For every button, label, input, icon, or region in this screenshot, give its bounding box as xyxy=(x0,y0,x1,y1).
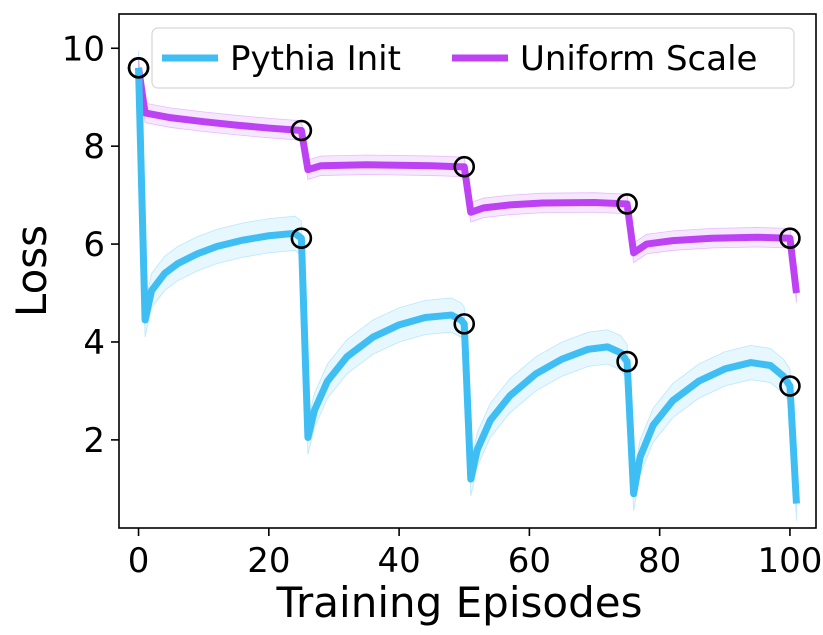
pythia-init-marker-2 xyxy=(453,313,476,335)
uniform-scale-marker-3 xyxy=(616,193,638,215)
y-tick-label: 8 xyxy=(83,127,105,167)
x-tick-label: 40 xyxy=(377,541,420,581)
plot-frame xyxy=(118,13,817,529)
x-tick-label: 80 xyxy=(638,541,681,581)
uniform-scale-marker-4 xyxy=(779,227,801,250)
pythia-init-marker-4 xyxy=(779,375,801,397)
legend: Pythia Init Uniform Scale xyxy=(151,27,795,89)
uniform-scale-marker-0 xyxy=(127,57,150,79)
pythia-init-band xyxy=(138,50,797,521)
legend-label-uniform-scale: Uniform Scale xyxy=(520,39,757,79)
y-axis-label: Loss xyxy=(7,225,56,317)
y-tick-label: 4 xyxy=(83,323,105,363)
pythia-init-line xyxy=(135,67,800,504)
x-tick-label: 0 xyxy=(128,541,150,581)
x-tick-label: 60 xyxy=(508,541,551,581)
uniform-scale-line xyxy=(135,67,800,294)
milestone-markers xyxy=(127,57,801,397)
pythia-init-marker-3 xyxy=(616,350,638,373)
x-tick-label: 100 xyxy=(757,541,822,581)
x-tick-label: 20 xyxy=(247,541,290,581)
pythia-init-marker-1 xyxy=(290,227,313,250)
legend-label-pythia-init: Pythia Init xyxy=(230,39,401,79)
x-axis-ticks: 0 20 40 60 80 100 xyxy=(128,528,822,581)
y-tick-label: 2 xyxy=(83,421,105,461)
uniform-scale-marker-2 xyxy=(453,155,476,178)
y-tick-label: 10 xyxy=(62,29,105,69)
x-axis-label: Training Episodes xyxy=(276,578,643,627)
y-tick-label: 6 xyxy=(83,225,105,265)
series-lines xyxy=(135,67,800,504)
uniform-scale-marker-1 xyxy=(290,119,313,142)
y-axis-ticks: 2 4 6 8 10 xyxy=(62,29,119,461)
